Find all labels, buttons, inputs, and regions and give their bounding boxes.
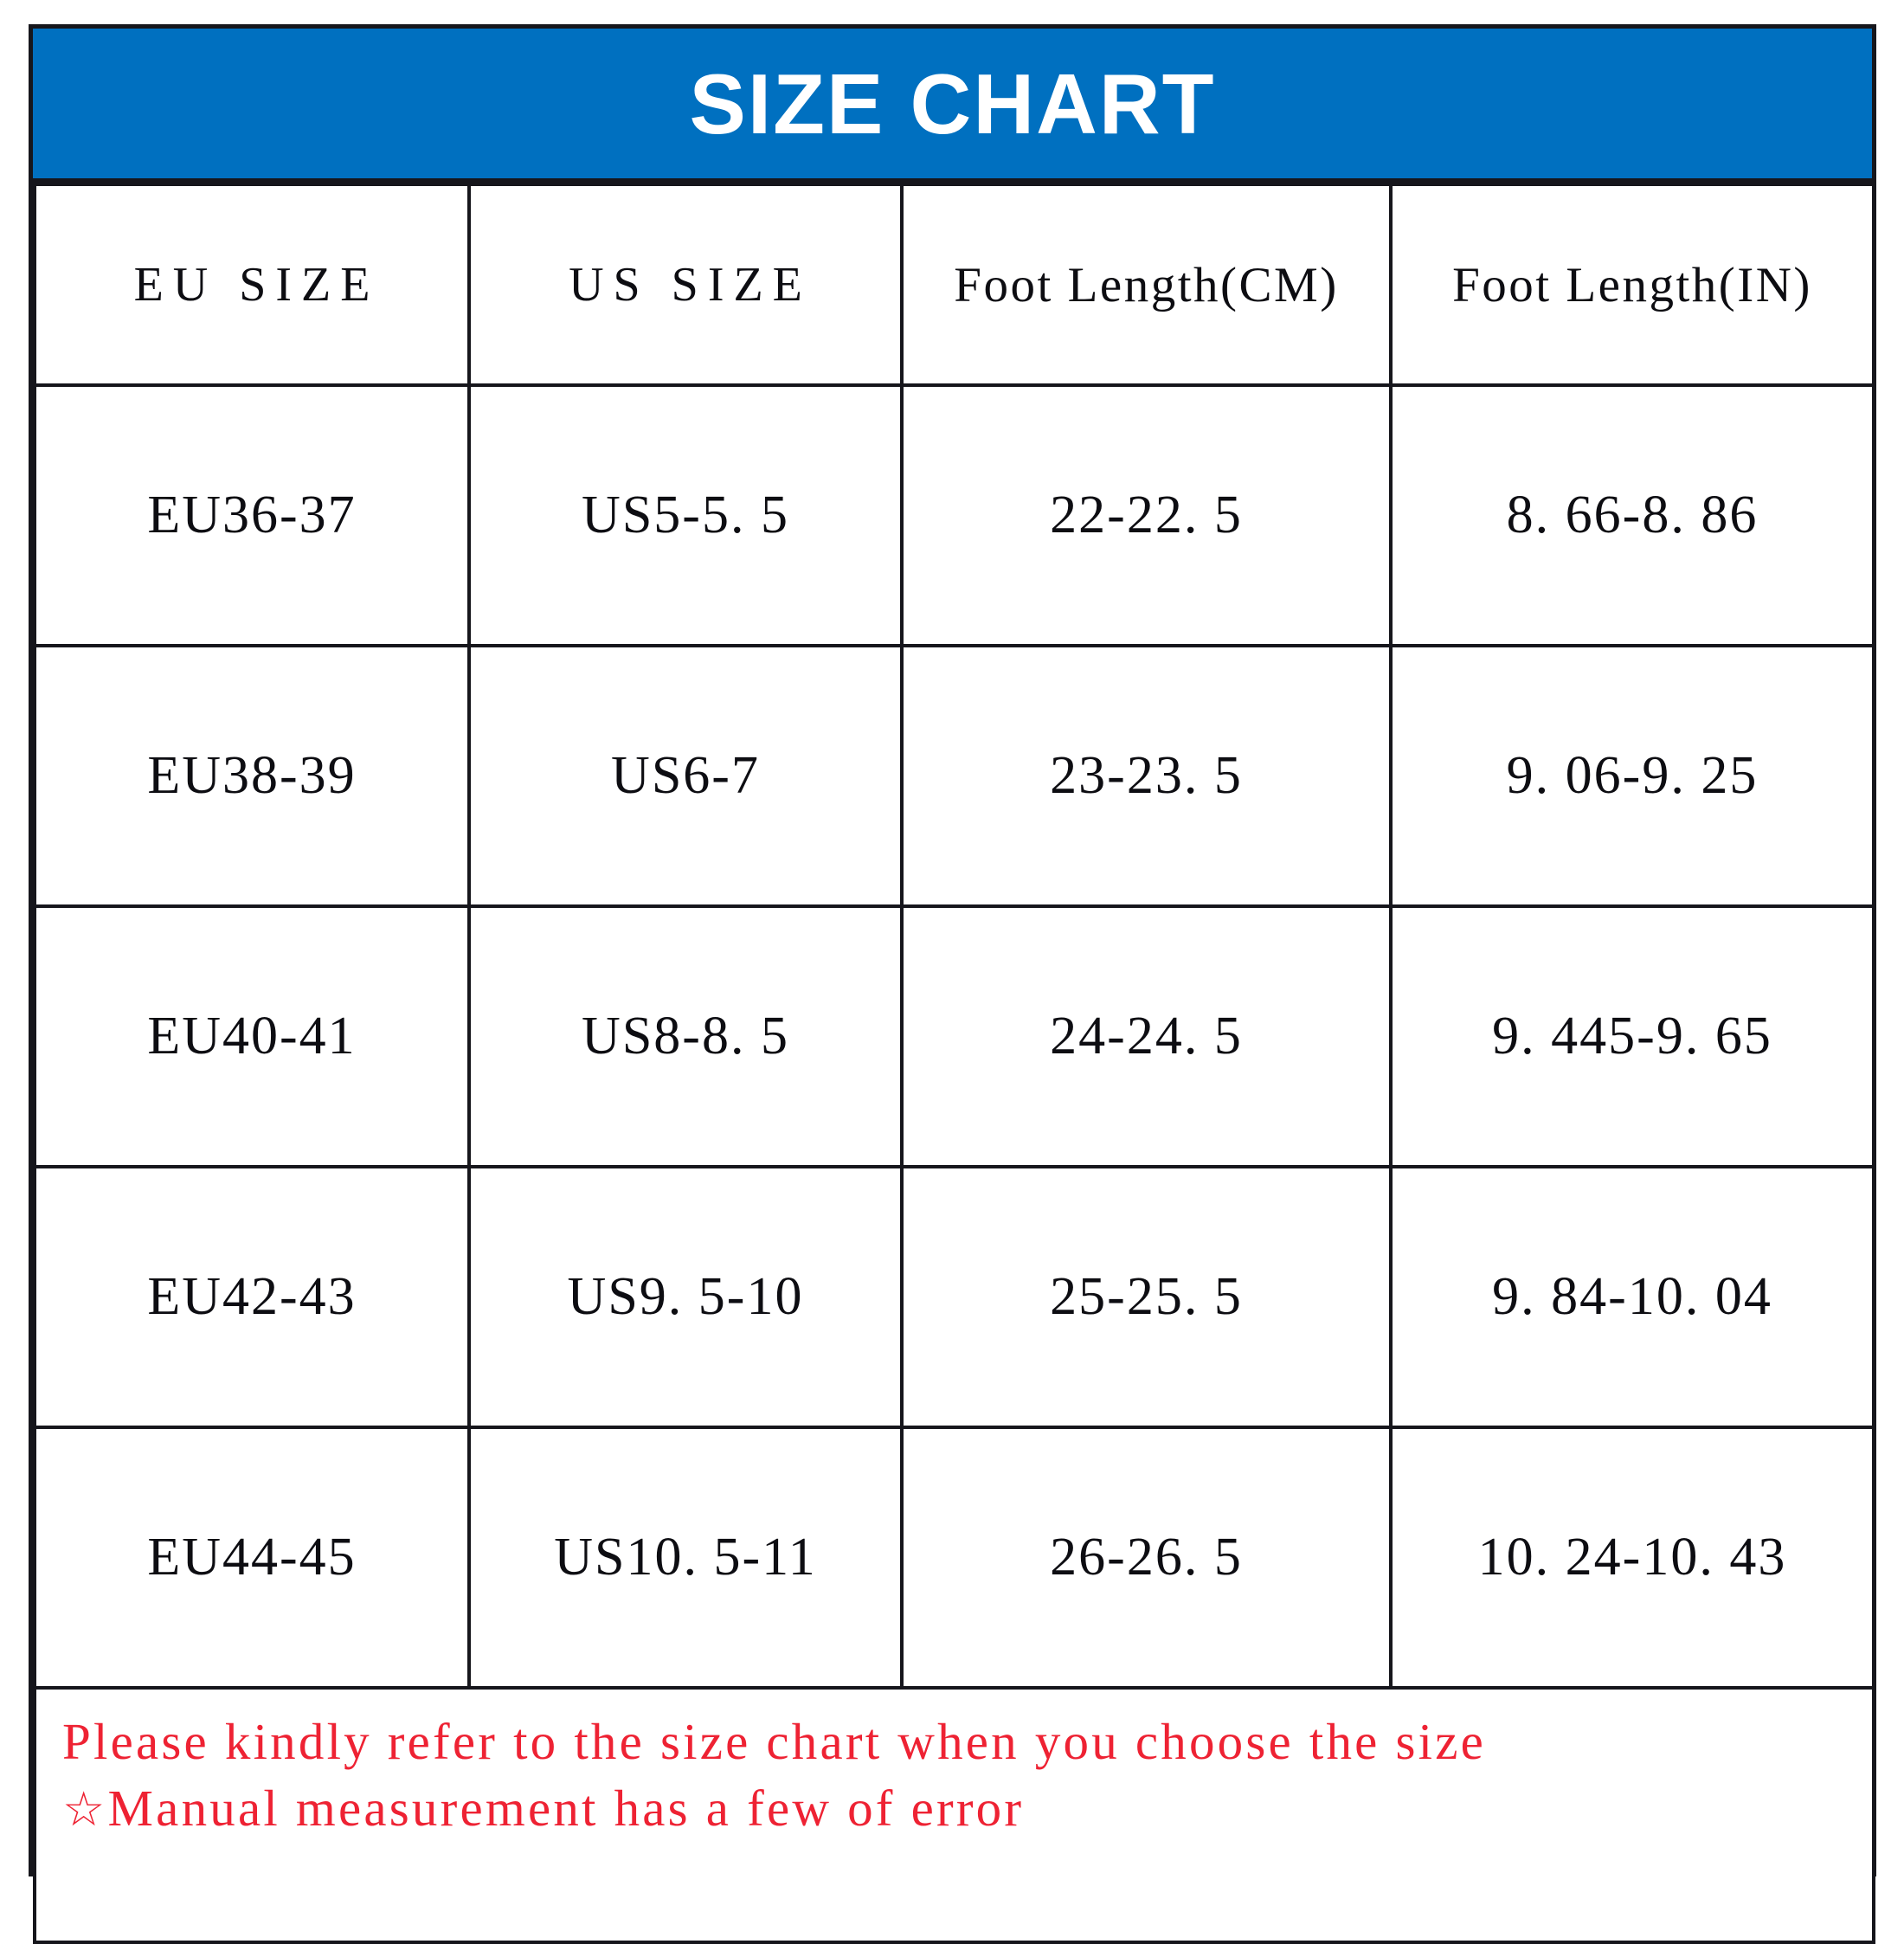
size-chart-note: Please kindly refer to the size chart wh… <box>33 1686 1875 1944</box>
cell-eu-size: EU42-43 <box>33 1165 471 1429</box>
cell-foot-length-cm: 22-22. 5 <box>900 383 1393 647</box>
cell-foot-length-in: 9. 06-9. 25 <box>1389 644 1875 908</box>
cell-us-size: US6-7 <box>467 644 904 908</box>
cell-foot-length-cm: 23-23. 5 <box>900 644 1393 908</box>
column-header-foot-length-in: Foot Length(IN) <box>1389 183 1875 387</box>
table-row: EU40-41 US8-8. 5 24-24. 5 9. 445-9. 65 <box>33 904 1875 1168</box>
size-chart-table: EU SIZE US SIZE Foot Length(CM) Foot Len… <box>33 183 1875 1944</box>
table-row: EU42-43 US9. 5-10 25-25. 5 9. 84-10. 04 <box>33 1165 1875 1429</box>
cell-eu-size: EU44-45 <box>33 1426 471 1690</box>
column-header-eu-size: EU SIZE <box>33 183 471 387</box>
table-header-row: EU SIZE US SIZE Foot Length(CM) Foot Len… <box>33 183 1875 387</box>
cell-foot-length-in: 8. 66-8. 86 <box>1389 383 1875 647</box>
note-line-2-wrapper: ☆Manual measurement has a few of error <box>62 1775 1872 1842</box>
table-row: EU44-45 US10. 5-11 26-26. 5 10. 24-10. 4… <box>33 1426 1875 1690</box>
table-row: EU36-37 US5-5. 5 22-22. 5 8. 66-8. 86 <box>33 383 1875 647</box>
size-chart-page: SIZE CHART EU SIZE US SIZE Foot Length(C… <box>29 24 1876 1944</box>
cell-us-size: US8-8. 5 <box>467 904 904 1168</box>
cell-eu-size: EU40-41 <box>33 904 471 1168</box>
star-icon: ☆ <box>62 1780 108 1837</box>
cell-us-size: US9. 5-10 <box>467 1165 904 1429</box>
cell-foot-length-in: 10. 24-10. 43 <box>1389 1426 1875 1690</box>
column-header-foot-length-cm: Foot Length(CM) <box>900 183 1393 387</box>
size-chart-title-banner: SIZE CHART <box>33 29 1872 183</box>
cell-eu-size: EU38-39 <box>33 644 471 908</box>
cell-foot-length-in: 9. 84-10. 04 <box>1389 1165 1875 1429</box>
cell-us-size: US5-5. 5 <box>467 383 904 647</box>
size-chart-frame: SIZE CHART EU SIZE US SIZE Foot Length(C… <box>29 24 1876 1944</box>
cell-us-size: US10. 5-11 <box>467 1426 904 1690</box>
table-row: EU38-39 US6-7 23-23. 5 9. 06-9. 25 <box>33 644 1875 908</box>
table-note-row: Please kindly refer to the size chart wh… <box>33 1686 1875 1944</box>
page-title: SIZE CHART <box>689 55 1216 151</box>
note-line-1: Please kindly refer to the size chart wh… <box>62 1713 1487 1770</box>
cell-eu-size: EU36-37 <box>33 383 471 647</box>
cell-foot-length-in: 9. 445-9. 65 <box>1389 904 1875 1168</box>
note-line-2: Manual measurement has a few of error <box>107 1779 1025 1837</box>
cell-foot-length-cm: 25-25. 5 <box>900 1165 1393 1429</box>
cell-foot-length-cm: 24-24. 5 <box>900 904 1393 1168</box>
cell-foot-length-cm: 26-26. 5 <box>900 1426 1393 1690</box>
column-header-us-size: US SIZE <box>467 183 904 387</box>
